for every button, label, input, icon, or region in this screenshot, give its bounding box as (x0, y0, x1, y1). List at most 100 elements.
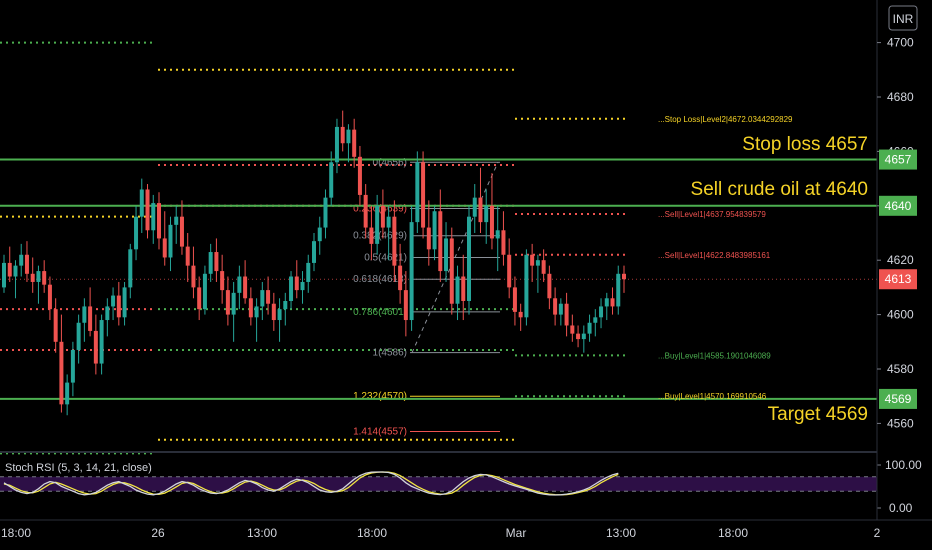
candle-body[interactable] (489, 205, 494, 239)
candle-body[interactable] (334, 126, 339, 163)
candle-body[interactable] (535, 260, 540, 266)
candle-body[interactable] (306, 262, 311, 282)
candle-body[interactable] (151, 203, 156, 231)
candle-body[interactable] (231, 292, 236, 315)
candle-body[interactable] (197, 287, 202, 310)
candle-body[interactable] (266, 290, 271, 304)
candle-body[interactable] (363, 194, 368, 228)
candle-body[interactable] (323, 197, 328, 228)
candle-body[interactable] (507, 254, 512, 288)
candle-body[interactable] (426, 227, 431, 250)
candle-body[interactable] (294, 276, 299, 291)
candle-body[interactable] (208, 252, 213, 274)
candle-body[interactable] (593, 317, 598, 323)
candle-body[interactable] (122, 287, 127, 318)
candle-body[interactable] (128, 249, 133, 288)
candle-body[interactable] (392, 216, 397, 266)
candle-body[interactable] (524, 254, 529, 318)
candle-body[interactable] (564, 303, 569, 326)
indicator-title[interactable]: Stoch RSI (5, 3, 14, 21, close) (5, 462, 152, 474)
candle-body[interactable] (42, 271, 47, 285)
candle-body[interactable] (495, 230, 500, 239)
candle-body[interactable] (248, 298, 253, 318)
candle-body[interactable] (7, 262, 12, 277)
candle-body[interactable] (622, 273, 626, 280)
candle-body[interactable] (168, 224, 173, 258)
time-axis[interactable]: 18:00 26 13:00 18:00 Mar 13:00 18:00 2 (1, 526, 881, 540)
candle-body[interactable] (616, 273, 621, 307)
candle-body[interactable] (432, 211, 437, 250)
price-pane[interactable]: 0(4656) 0.236(4639) 0.382(4629) 0.5(4621) 0.… (0, 41, 877, 455)
candle-body[interactable] (409, 222, 414, 321)
candle-body[interactable] (202, 273, 207, 310)
candle-body[interactable] (484, 205, 489, 223)
candle-body[interactable] (99, 320, 104, 364)
candle-body[interactable] (289, 276, 294, 301)
candle-body[interactable] (472, 197, 477, 217)
candle-body[interactable] (59, 341, 64, 405)
candle-body[interactable] (403, 290, 408, 321)
candle-body[interactable] (346, 129, 351, 144)
candle-body[interactable] (547, 273, 552, 299)
candle-body[interactable] (375, 205, 380, 244)
candle-body[interactable] (93, 330, 98, 364)
candle-body[interactable] (386, 216, 391, 228)
candle-body[interactable] (604, 298, 609, 307)
candle-body[interactable] (65, 382, 70, 405)
candle-body[interactable] (340, 126, 345, 144)
candle-body[interactable] (220, 271, 225, 291)
candle-body[interactable] (553, 298, 558, 315)
candle-body[interactable] (225, 290, 230, 315)
candle-body[interactable] (111, 295, 116, 307)
candle-body[interactable] (369, 227, 374, 244)
candle-body[interactable] (530, 254, 535, 266)
candle-body[interactable] (357, 156, 362, 195)
candle-body[interactable] (76, 322, 81, 350)
candle-body[interactable] (271, 303, 276, 321)
candle-body[interactable] (352, 129, 357, 157)
candle-body[interactable] (157, 203, 161, 239)
candle-body[interactable] (185, 246, 190, 266)
candle-body[interactable] (53, 309, 58, 342)
candle-body[interactable] (30, 273, 35, 282)
candle-body[interactable] (134, 216, 139, 250)
candle-body[interactable] (13, 265, 18, 277)
candle-body[interactable] (438, 211, 443, 272)
candle-body[interactable] (105, 306, 110, 321)
candle-body[interactable] (300, 281, 305, 291)
candle-body[interactable] (415, 162, 420, 223)
candle-body[interactable] (581, 333, 586, 340)
candle-body[interactable] (36, 271, 41, 282)
candle-body[interactable] (501, 230, 506, 255)
candle-body[interactable] (455, 276, 460, 304)
candle-body[interactable] (70, 349, 75, 383)
candle-body[interactable] (512, 287, 517, 312)
candle-body[interactable] (260, 290, 265, 307)
candle-body[interactable] (88, 306, 93, 331)
candle-body[interactable] (329, 162, 334, 198)
candle-body[interactable] (179, 216, 184, 247)
candle-body[interactable] (243, 276, 248, 299)
candle-body[interactable] (541, 260, 546, 274)
candle-body[interactable] (145, 189, 150, 231)
candle-body[interactable] (237, 276, 242, 293)
candle-body[interactable] (398, 265, 403, 291)
candle-body[interactable] (47, 284, 52, 310)
candle-body[interactable] (444, 238, 449, 272)
candle-body[interactable] (449, 238, 454, 304)
candle-body[interactable] (421, 162, 426, 228)
candle-body[interactable] (82, 306, 87, 323)
currency-badge[interactable]: INR (888, 5, 918, 31)
candle-body[interactable] (599, 306, 604, 318)
candle-body[interactable] (116, 295, 121, 318)
candle-body[interactable] (2, 262, 6, 288)
candle-body[interactable] (277, 309, 282, 321)
candle-body[interactable] (24, 254, 29, 274)
candle-body[interactable] (283, 301, 288, 310)
candle-body[interactable] (461, 276, 466, 301)
stoch-rsi-pane[interactable]: 100.00 0.00 (0, 458, 922, 515)
candle-body[interactable] (570, 325, 575, 334)
candle-body[interactable] (254, 306, 259, 318)
candle-body[interactable] (162, 238, 167, 258)
candle-body[interactable] (558, 303, 563, 315)
